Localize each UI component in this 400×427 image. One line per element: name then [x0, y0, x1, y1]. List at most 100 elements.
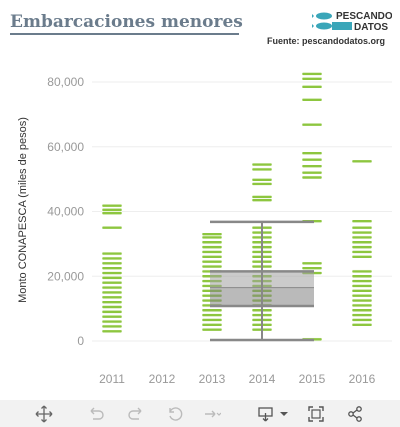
- data-mark: [351, 279, 373, 283]
- chart-toolbar: [0, 400, 400, 427]
- download-icon[interactable]: [256, 404, 276, 424]
- data-mark: [101, 324, 123, 329]
- data-mark: [101, 211, 123, 215]
- x-tick-label: 2014: [249, 372, 276, 386]
- x-axis-ticks: 2011 2012 2013 2014 2015 2016: [99, 372, 376, 386]
- data-mark: [201, 323, 223, 327]
- data-mark: [201, 240, 223, 245]
- data-mark: [251, 182, 273, 186]
- y-axis-label: Monto CONAPESCA (miles de pesos): [17, 117, 29, 303]
- share-icon[interactable]: [345, 404, 365, 424]
- data-mark: [101, 314, 123, 319]
- data-mark: [351, 245, 373, 249]
- title-underline: [10, 33, 239, 35]
- data-mark: [201, 255, 223, 259]
- data-mark: [251, 195, 273, 199]
- data-mark: [351, 225, 373, 230]
- reset-icon[interactable]: [166, 404, 186, 424]
- data-mark: [201, 313, 223, 317]
- data-mark: [351, 219, 373, 224]
- data-mark: [101, 329, 123, 334]
- data-mark: [101, 225, 123, 230]
- data-mark: [101, 276, 123, 280]
- data-mark: [351, 293, 373, 298]
- chart-title: Embarcaciones menores: [10, 12, 243, 32]
- data-mark: [301, 175, 323, 180]
- data-mark: [301, 157, 323, 162]
- y-tick-label: 20,000: [47, 269, 84, 283]
- y-tick-label: 60,000: [47, 140, 84, 154]
- data-mark: [351, 323, 373, 327]
- data-mark: [251, 162, 273, 167]
- data-mark: [101, 256, 123, 261]
- data-mark: [301, 76, 323, 81]
- data-mark: [201, 235, 223, 240]
- data-mark: [101, 290, 123, 295]
- data-mark: [351, 250, 373, 254]
- data-mark: [251, 167, 273, 172]
- data-mark: [101, 280, 123, 285]
- data-mark: [351, 289, 373, 293]
- data-mark: [351, 318, 373, 322]
- pescandodatos-logo: PESCANDO DATOS: [312, 11, 392, 33]
- data-mark: [201, 264, 223, 269]
- data-mark: [101, 300, 123, 304]
- data-mark: [301, 170, 323, 175]
- data-mark: [351, 308, 373, 313]
- data-mark: [101, 203, 123, 208]
- data-mark: [351, 255, 373, 259]
- logo-line2: DATOS: [354, 22, 388, 33]
- data-mark: [301, 266, 323, 270]
- data-mark: [251, 198, 273, 202]
- y-tick-label: 40,000: [47, 205, 84, 219]
- data-mark: [301, 164, 323, 168]
- data-mark: [201, 327, 223, 332]
- y-axis-ticks: 0 20,000 40,000 60,000 80,000: [47, 75, 84, 348]
- y-tick-label: 80,000: [47, 75, 84, 89]
- chevron-down-icon[interactable]: [274, 404, 294, 424]
- data-mark: [101, 319, 123, 324]
- data-mark: [201, 232, 223, 236]
- fullscreen-icon[interactable]: [306, 404, 326, 424]
- redo-icon[interactable]: [126, 404, 146, 424]
- move-icon[interactable]: [34, 404, 54, 424]
- data-mark: [351, 235, 373, 240]
- data-mark: [351, 274, 373, 279]
- undo-icon[interactable]: [86, 404, 106, 424]
- data-mark: [351, 269, 373, 274]
- data-mark: [201, 318, 223, 322]
- data-mark: [101, 310, 123, 314]
- data-mark: [301, 151, 323, 156]
- x-tick-label: 2012: [149, 372, 176, 386]
- data-mark: [301, 85, 323, 89]
- x-tick-label: 2013: [199, 372, 226, 386]
- data-mark: [101, 305, 123, 309]
- data-mark: [251, 177, 273, 182]
- data-mark: [101, 251, 123, 256]
- data-mark: [301, 72, 323, 76]
- source-text: Fuente: pescandodatos.org: [266, 36, 385, 46]
- data-mark: [351, 313, 373, 317]
- y-tick-label: 0: [77, 334, 84, 348]
- data-mark: [101, 261, 123, 266]
- data-mark: [351, 303, 373, 308]
- data-mark: [301, 261, 323, 266]
- x-tick-label: 2016: [349, 372, 376, 386]
- data-mark: [301, 122, 323, 127]
- forward-icon[interactable]: [202, 404, 222, 424]
- data-mark: [351, 159, 373, 164]
- fish-icon: [312, 12, 352, 30]
- data-mark: [351, 284, 373, 288]
- data-mark: [101, 266, 123, 270]
- data-mark: [201, 245, 223, 249]
- logo-line1: PESCANDO: [336, 11, 392, 22]
- data-mark: [351, 230, 373, 235]
- data-mark: [201, 259, 223, 264]
- data-mark: [351, 298, 373, 303]
- data-mark: [351, 240, 373, 245]
- data-mark: [101, 285, 123, 290]
- strip-chart: 0 20,000 40,000 60,000 80,000 Monto CONAPESC…: [17, 72, 392, 386]
- x-tick-label: 2011: [99, 372, 125, 386]
- data-mark: [101, 295, 123, 300]
- data-mark: [201, 250, 223, 254]
